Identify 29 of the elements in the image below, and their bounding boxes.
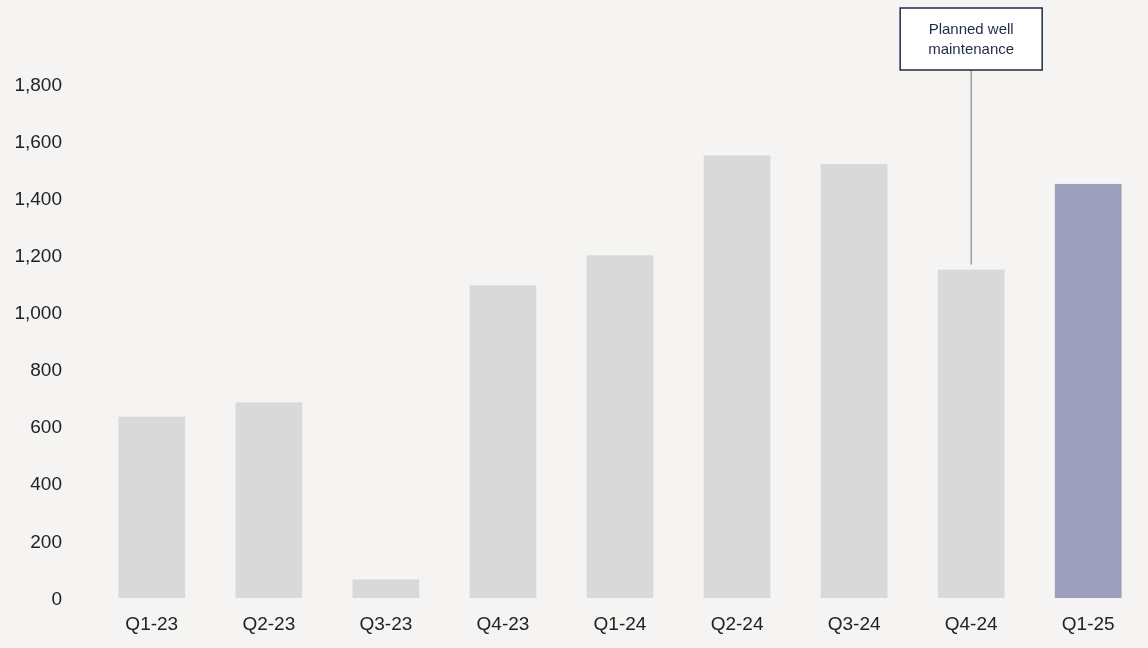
annotation: Planned well maintenance [928,20,1015,58]
x-tick-label: Q3-23 [359,613,413,634]
x-tick-label: Q1-23 [125,613,179,634]
y-tick-label: 800 [30,359,62,381]
y-tick-label: 1,800 [14,73,62,95]
x-tick-label: Q4-24 [944,613,998,634]
y-tick-label: 1,400 [14,187,62,209]
y-tick-label: 1,200 [14,244,62,266]
x-tick-label: Q1-25 [1061,613,1115,634]
y-tick-label: 400 [30,473,62,495]
bar [235,402,303,598]
y-tick-label: 600 [30,416,62,438]
bar [820,163,888,598]
y-tick-label: 1,000 [14,302,62,324]
x-tick-label: Q4-23 [476,613,530,634]
x-tick-label: Q3-24 [827,613,881,634]
y-tick-label: 200 [30,530,62,552]
bar [586,255,654,598]
y-tick-label: 0 [51,587,62,609]
bar [469,285,537,598]
bar [703,155,771,598]
x-tick-label: Q2-23 [242,613,296,634]
bar [937,269,1005,598]
bar [1054,183,1122,598]
x-tick-label: Q1-24 [593,613,647,634]
bar [352,579,420,598]
y-tick-label: 1,600 [14,130,62,152]
x-tick-label: Q2-24 [710,613,764,634]
bar [118,416,186,598]
